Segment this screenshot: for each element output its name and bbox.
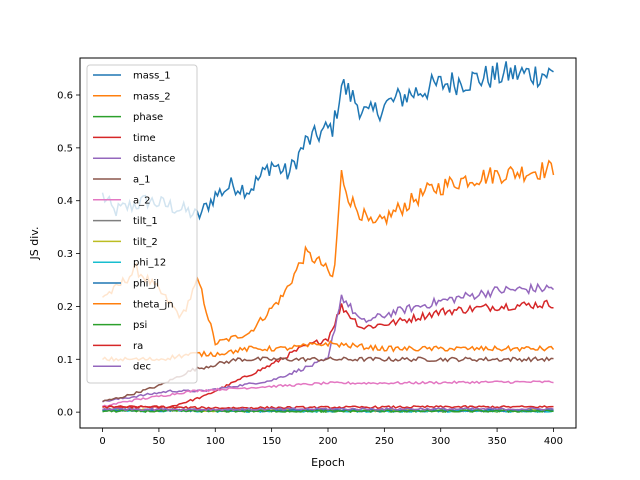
x-tick-label: 350 [488, 436, 507, 447]
x-tick-label: 250 [375, 436, 394, 447]
legend-entry-phase: phase [133, 112, 163, 123]
x-tick-label: 200 [318, 436, 337, 447]
x-axis-label: Epoch [311, 456, 345, 469]
y-tick-label: 0.4 [57, 196, 73, 207]
series-line-ra [102, 405, 554, 410]
x-tick-label: 400 [544, 436, 563, 447]
legend-entry-phi-12: phi_12 [133, 258, 166, 269]
legend-entry-time: time [133, 133, 156, 144]
x-tick-label: 100 [206, 436, 225, 447]
legend-entry-distance: distance [133, 154, 175, 165]
legend-entry-a-1: a_1 [133, 175, 151, 186]
legend-entry-tilt-2: tilt_2 [133, 237, 158, 248]
legend-entry-theta-jn: theta_jn [133, 299, 174, 310]
y-tick-label: 0.0 [57, 408, 73, 419]
x-tick-label: 150 [262, 436, 281, 447]
y-axis: 0.0 0.1 0.2 0.3 0.4 0.5 0.6 [57, 91, 80, 419]
legend-entry-mass-2: mass_2 [133, 91, 171, 102]
y-axis-label: JS div. [28, 227, 41, 261]
x-axis: 0 50 100 150 200 250 300 350 400 [99, 428, 563, 447]
legend-entry-a-2: a_2 [133, 195, 151, 206]
y-tick-label: 0.3 [57, 249, 73, 260]
legend-entry-mass-1: mass_1 [133, 71, 171, 82]
legend-entry-phi-jl: phi_jl [133, 279, 159, 290]
x-tick-label: 300 [431, 436, 450, 447]
y-tick-label: 0.1 [57, 355, 73, 366]
x-tick-label: 0 [99, 436, 105, 447]
legend-entry-psi: psi [133, 320, 147, 331]
series-line-time [102, 299, 554, 409]
y-tick-label: 0.6 [57, 91, 73, 102]
legend-entry-ra: ra [133, 341, 143, 352]
legend-entry-dec: dec [133, 362, 151, 373]
legend-entry-tilt-1: tilt_1 [133, 216, 158, 227]
series-line-dec [102, 407, 554, 412]
y-tick-label: 0.2 [57, 302, 73, 313]
y-tick-label: 0.5 [57, 143, 73, 154]
series-line-a-2 [102, 380, 554, 408]
x-tick-label: 50 [153, 436, 166, 447]
